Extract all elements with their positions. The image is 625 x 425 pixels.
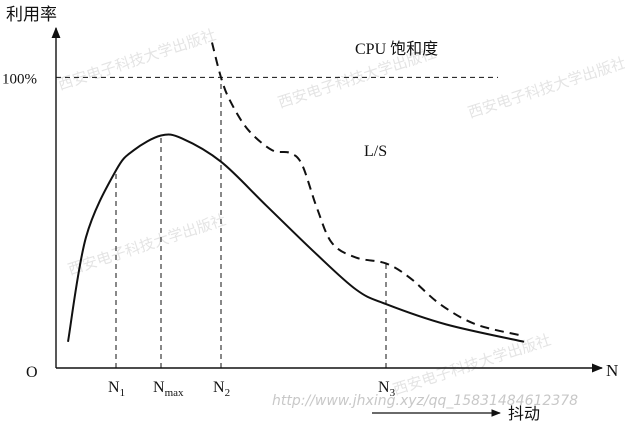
utilization-curve: [67, 133, 525, 343]
x-tick-label: N1: [108, 379, 125, 399]
x-tick-labels: N1 Nmax N2 N3: [108, 379, 396, 399]
x-axis-label: N: [606, 361, 618, 380]
vertical-guides: [115, 77, 387, 368]
x-tick-label: Nmax: [153, 379, 184, 399]
reference-label-100: 100%: [2, 71, 37, 87]
watermark-layer: 西安电子科技大学出版社 西安电子科技大学出版社 西安电子科技大学出版社西安电子科技大…: [56, 26, 625, 399]
curves: [67, 42, 525, 343]
annotation-label: CPU 饱和度: [355, 40, 438, 58]
url-watermark: http://www.jhxing.xyz/qq_15831484612378: [272, 393, 578, 409]
thrash-label: 抖动: [508, 404, 540, 423]
x-tick-label: N3: [378, 379, 396, 399]
watermark-text: 西安电子科技大学出版社: [466, 54, 625, 122]
annotations: CPU 饱和度 L/S: [355, 40, 438, 160]
watermark-text: 西安电子科技大学出版社: [66, 211, 229, 279]
watermark-text: 西安电子科技大学出版社: [56, 26, 219, 94]
watermark-text: 西安电子科技大学出版社: [391, 331, 554, 399]
y-axis-label: 利用率: [6, 5, 57, 25]
origin-label: O: [26, 364, 38, 381]
annotation-label: L/S: [364, 143, 387, 160]
x-tick-label: N2: [213, 379, 230, 399]
ls-curve-dashed: [211, 42, 525, 337]
